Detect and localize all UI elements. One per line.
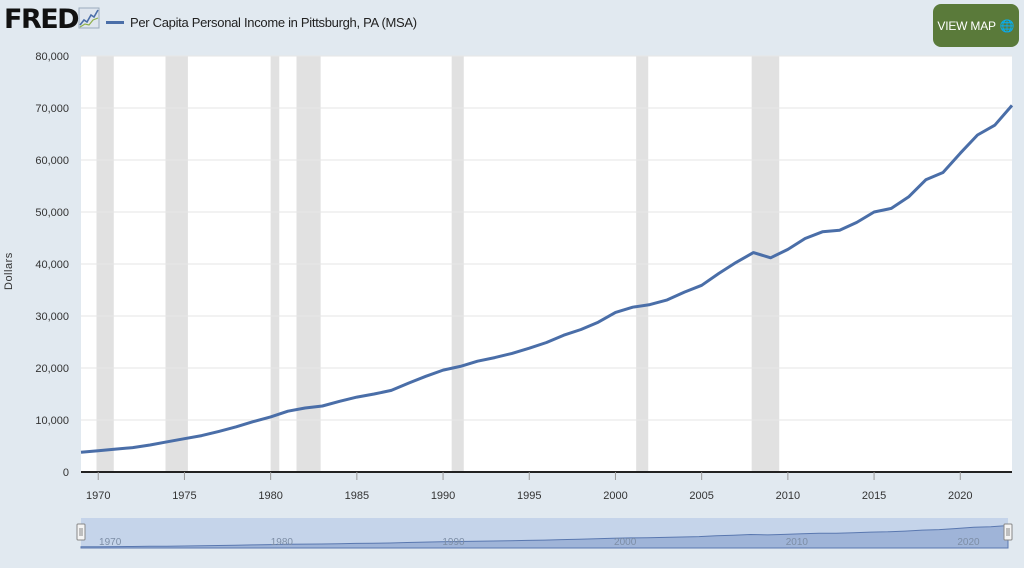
x-tick-label: 1990: [431, 490, 455, 502]
x-tick-label: 1985: [345, 490, 369, 502]
y-tick-label: 70,000: [35, 103, 69, 115]
legend-swatch: [106, 21, 124, 24]
navigator-left-handle[interactable]: [76, 523, 86, 541]
y-tick-label: 50,000: [35, 207, 69, 219]
y-tick-label: 40,000: [35, 259, 69, 271]
y-tick-label: 80,000: [35, 51, 69, 63]
x-tick-label: 2015: [862, 490, 886, 502]
y-tick-label: 30,000: [35, 311, 69, 323]
x-tick-label: 1995: [517, 490, 541, 502]
x-tick-label: 1970: [86, 490, 110, 502]
view-map-label: VIEW MAP: [937, 18, 996, 33]
navigator-right-handle[interactable]: [1003, 523, 1013, 541]
x-tick-label: 1975: [172, 490, 196, 502]
x-tick-label: 2010: [776, 490, 800, 502]
navigator-tick-label: 1990: [442, 537, 465, 548]
navigator-tick-label: 1980: [271, 537, 294, 548]
globe-icon: 🌐: [999, 18, 1015, 33]
fred-graph-icon: [78, 7, 100, 29]
y-tick-label: 20,000: [35, 363, 69, 375]
x-tick-label: 2000: [603, 490, 627, 502]
navigator-tick-label: 2010: [786, 537, 809, 548]
x-tick-label: 2020: [948, 490, 972, 502]
series-line: [80, 104, 1014, 454]
chart-header: FRED Per Capita Personal Income in Pitts…: [0, 0, 1024, 50]
x-tick-label: 1980: [258, 490, 282, 502]
y-tick-label: 0: [63, 467, 69, 479]
legend-label: Per Capita Personal Income in Pittsburgh…: [130, 15, 417, 30]
legend[interactable]: Per Capita Personal Income in Pittsburgh…: [106, 15, 417, 30]
y-tick-label: 60,000: [35, 155, 69, 167]
navigator-tick-label: 2020: [957, 537, 980, 548]
view-map-button[interactable]: VIEW MAP 🌐: [933, 4, 1019, 47]
y-tick-label: 10,000: [35, 415, 69, 427]
x-tick-label: 2005: [689, 490, 713, 502]
navigator-tick-label: 2000: [614, 537, 637, 548]
fred-logo[interactable]: FRED: [4, 4, 80, 35]
navigator-tick-label: 1970: [99, 537, 122, 548]
navigator-series: [80, 524, 1009, 549]
